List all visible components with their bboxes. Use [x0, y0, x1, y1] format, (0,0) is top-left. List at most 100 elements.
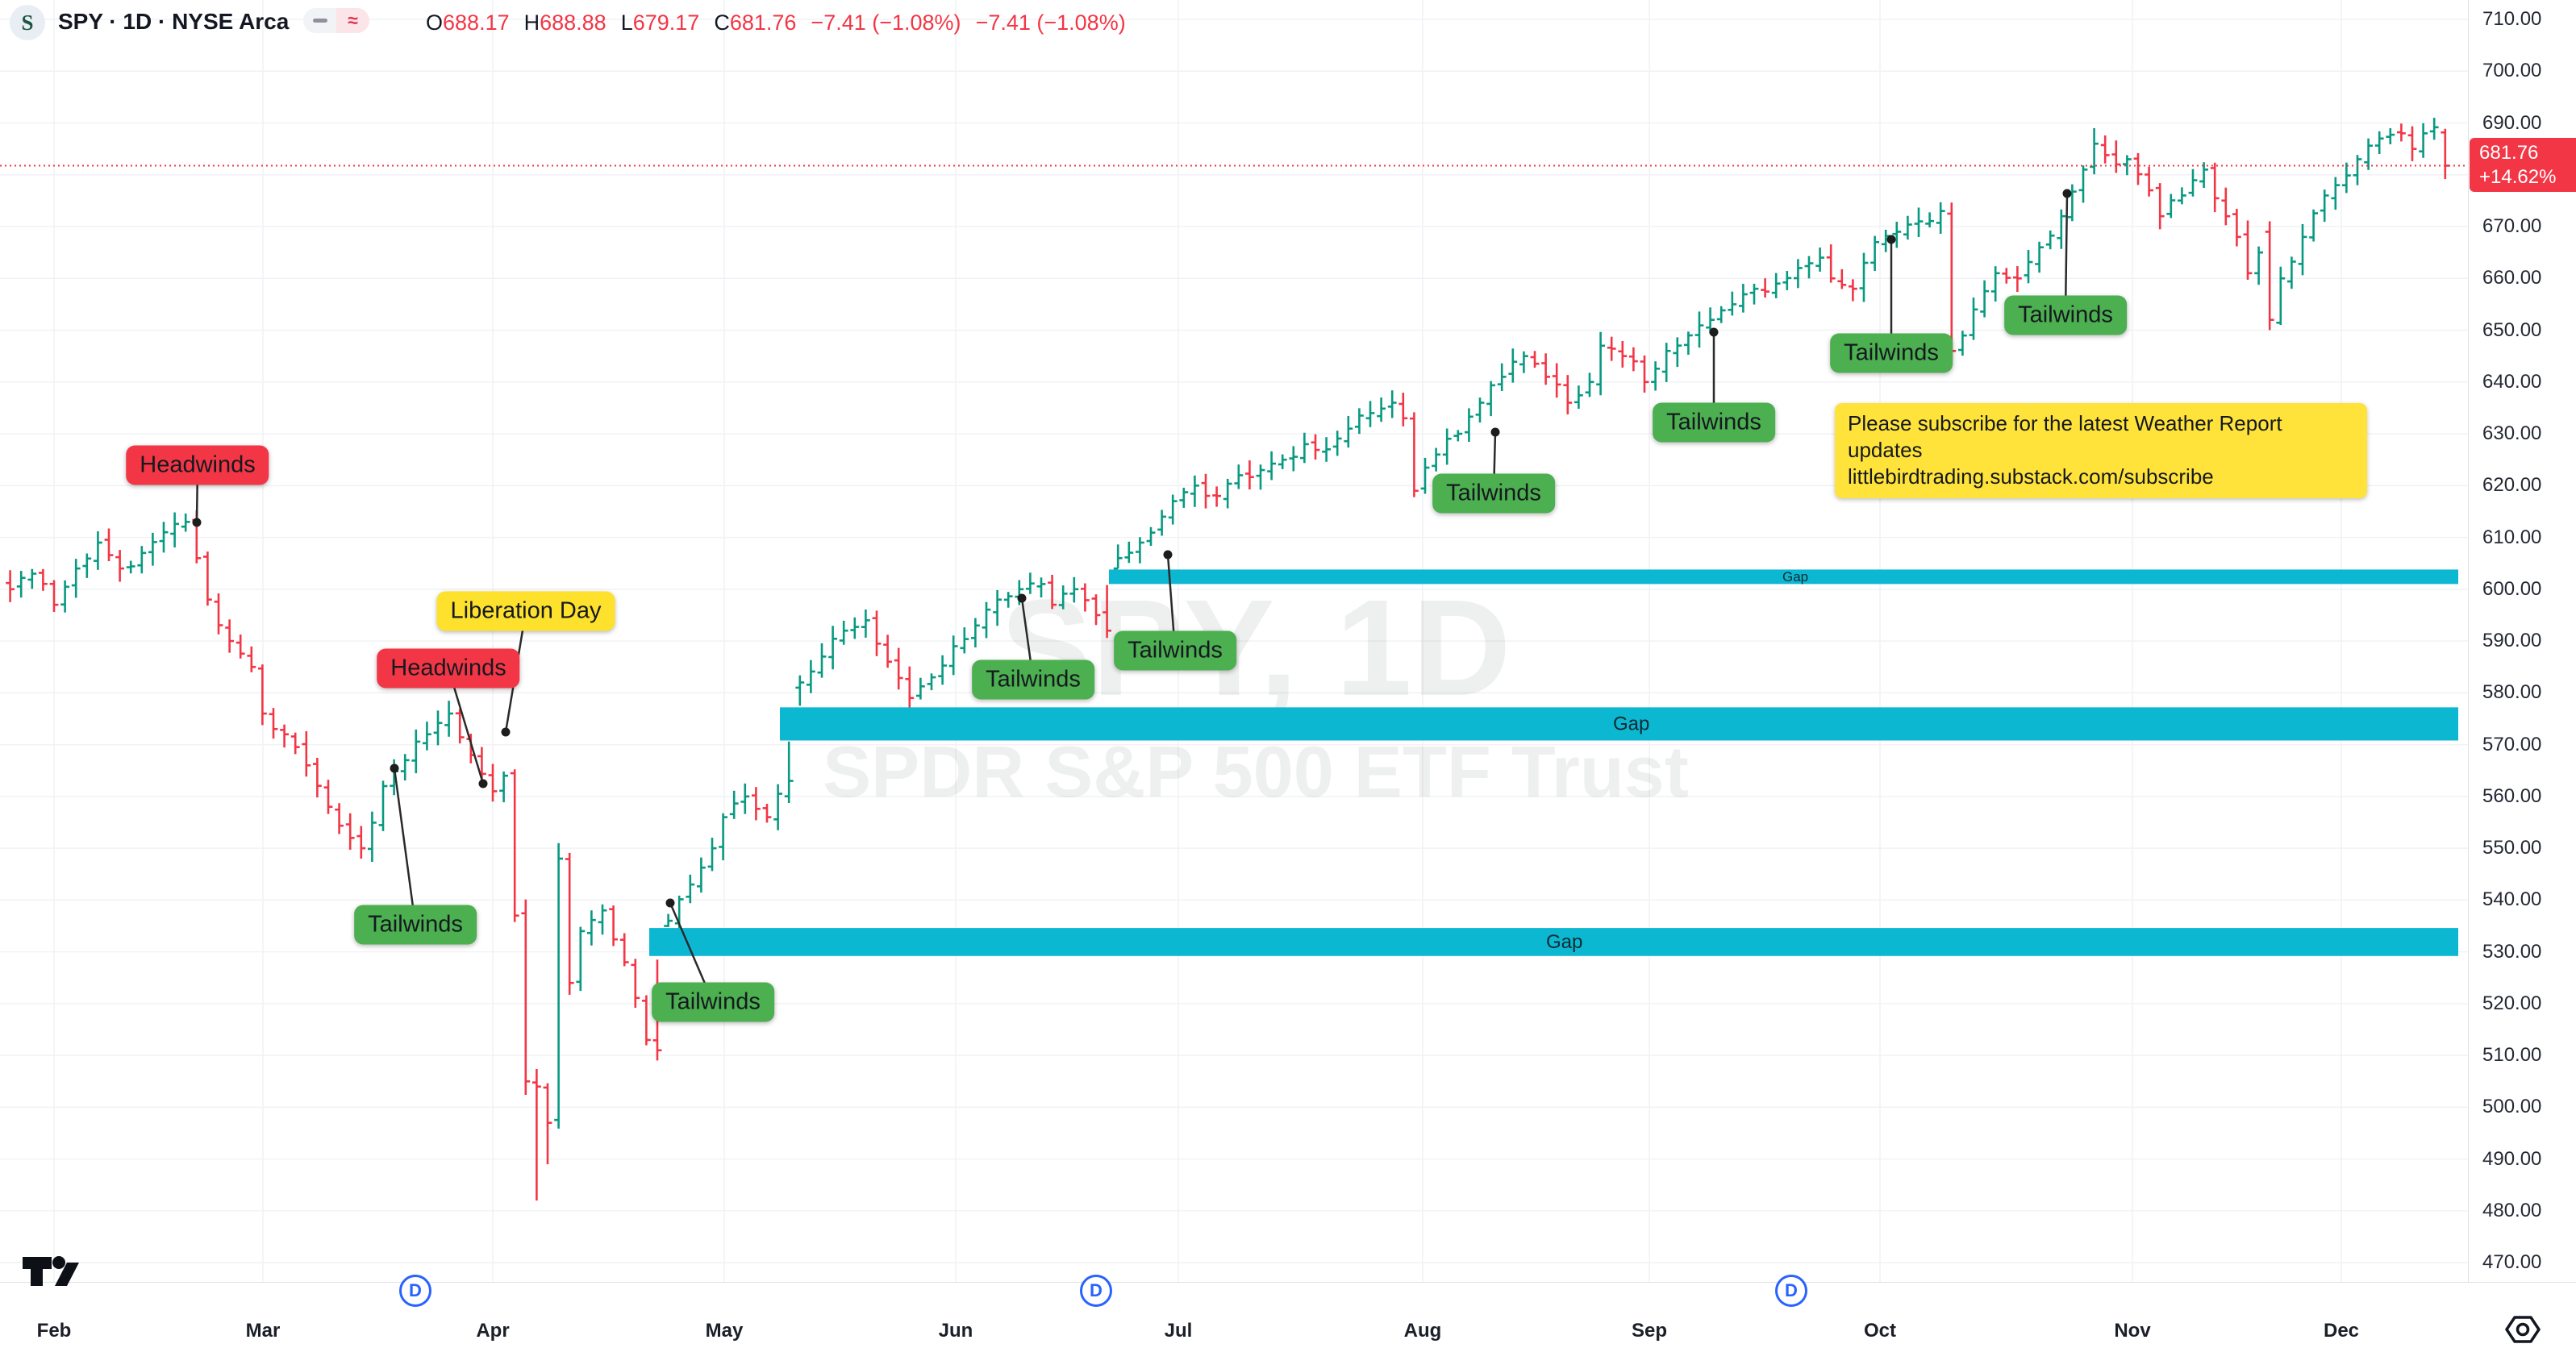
- ohlc-bar: [400, 754, 410, 781]
- ohlc-bar: [664, 913, 673, 927]
- ohlc-bar: [214, 593, 223, 634]
- ohlc-bar: [2265, 221, 2274, 331]
- ohlc-bar: [2178, 187, 2186, 205]
- ohlc-bar: [2199, 162, 2208, 189]
- ohlc-bar: [609, 905, 618, 947]
- annotation-label-tailwinds[interactable]: Tailwinds: [1114, 630, 1236, 671]
- approx-toggle-button[interactable]: ≈: [336, 8, 369, 33]
- ohlc-bar: [2123, 155, 2132, 176]
- month-tick-sep: Sep: [1631, 1320, 1668, 1342]
- ohlc-bar: [368, 811, 377, 863]
- month-tick-feb: Feb: [36, 1320, 72, 1342]
- ohlc-bar: [1914, 207, 1924, 237]
- time-axis[interactable]: Feb Mar Apr May Jun Jul Aug Sep Oct Nov Dec: [0, 1282, 2576, 1347]
- ohlc-bar: [444, 701, 453, 737]
- ohlc-bar: [236, 634, 245, 659]
- dividend-marker[interactable]: D: [1080, 1275, 1112, 1307]
- ohlc-bar: [795, 675, 805, 706]
- ohlc-bar: [1475, 397, 1485, 423]
- ohlc-bar: [1694, 311, 1704, 348]
- ohlc-bar: [2221, 187, 2231, 226]
- ohlc-bar: [1990, 266, 2000, 302]
- annotation-label-tailwinds[interactable]: Tailwinds: [354, 905, 477, 945]
- ohlc-bar: [510, 769, 519, 922]
- bar-style-button[interactable]: [303, 8, 336, 33]
- ohlc-bar: [872, 610, 882, 656]
- tradingview-logo[interactable]: [21, 1251, 81, 1292]
- ohlc-bar: [1453, 430, 1463, 442]
- month-tick-may: May: [705, 1320, 744, 1342]
- annotation-label-tailwinds[interactable]: Tailwinds: [1830, 333, 1953, 373]
- ohlc-bar: [1420, 457, 1430, 494]
- quote-l: L 679.17: [620, 10, 700, 35]
- symbol-title[interactable]: SPY · 1D · NYSE Arca: [58, 9, 290, 34]
- approx-tilde-icon: ≈: [348, 10, 358, 31]
- quote-change: −7.41 (−1.08%): [811, 10, 961, 35]
- ohlc-bar: [642, 995, 651, 1046]
- svg-text:SPY, 1D: SPY, 1D: [1000, 572, 1511, 725]
- ohlc-bar: [335, 803, 344, 834]
- chart-style-toggle[interactable]: ≈: [303, 8, 369, 33]
- bar-style-dash-icon: [312, 19, 327, 23]
- gap-zone[interactable]: [649, 928, 2458, 956]
- ohlc-bar: [1585, 372, 1594, 397]
- annotation-label-tailwinds[interactable]: Tailwinds: [2004, 295, 2127, 335]
- annotation-label-tailwinds[interactable]: Tailwinds: [1653, 402, 1775, 443]
- ohlc-bar: [49, 580, 59, 612]
- gap-zone[interactable]: [1109, 569, 2458, 585]
- symbol-logo[interactable]: S: [10, 5, 45, 40]
- ohlc-bar: [1837, 268, 1847, 289]
- annotation-label-tailwinds[interactable]: Tailwinds: [1432, 473, 1555, 514]
- ohlc-bar: [2287, 256, 2296, 289]
- ohlc-bar: [1640, 355, 1649, 393]
- ohlc-bar: [982, 601, 991, 639]
- ohlc-bar: [1289, 446, 1298, 472]
- ohlc-bar: [543, 1083, 552, 1165]
- subscribe-note[interactable]: Please subscribe for the latest Weather …: [1835, 403, 2367, 498]
- price-axis[interactable]: 681.76 +14.62% 710.00700.00690.00680.006…: [2468, 0, 2576, 1282]
- annotation-label-headwinds[interactable]: Headwinds: [126, 445, 269, 485]
- dividend-marker[interactable]: D: [399, 1275, 431, 1307]
- ohlc-bar: [2024, 250, 2033, 284]
- ohlc-bar: [2254, 246, 2263, 285]
- month-tick-jun: Jun: [938, 1320, 973, 1342]
- ohlc-bar: [1398, 393, 1408, 426]
- gap-zone[interactable]: [780, 707, 2458, 741]
- ohlc-bar: [1465, 408, 1473, 443]
- ohlc-bar: [2441, 128, 2450, 180]
- ohlc-bar: [631, 959, 640, 1008]
- ohlc-bar: [71, 559, 81, 598]
- ohlc-bar: [1739, 283, 1748, 313]
- ohlc-bar: [269, 708, 278, 739]
- ohlc-bar: [1410, 412, 1419, 497]
- axis-settings-icon[interactable]: [2503, 1311, 2542, 1348]
- ohlc-bar: [302, 730, 311, 777]
- ohlc-bar: [2419, 123, 2428, 158]
- ohlc-bar: [181, 513, 190, 532]
- dividend-marker[interactable]: D: [1775, 1275, 1807, 1307]
- ohlc-bar: [719, 813, 727, 861]
- ohlc-bar: [2243, 220, 2253, 281]
- annotation-anchor-dot: [1490, 427, 1500, 437]
- ohlc-bar: [762, 803, 772, 823]
- ohlc-bar: [1574, 385, 1583, 410]
- ohlc-bar: [1432, 447, 1440, 472]
- ohlc-bar: [1069, 576, 1079, 603]
- ohlc-bar: [411, 729, 421, 774]
- ohlc-bar: [82, 553, 92, 578]
- annotation-label-liberation-day[interactable]: Liberation Day: [436, 591, 615, 631]
- annotation-label-headwinds[interactable]: Headwinds: [377, 648, 520, 689]
- annotation-label-tailwinds[interactable]: Tailwinds: [652, 982, 774, 1022]
- price-tick: 490.00: [2482, 1147, 2542, 1170]
- ohlc-bar: [499, 771, 508, 803]
- ohlc-bar: [2155, 183, 2165, 230]
- price-tick: 530.00: [2482, 940, 2542, 963]
- annotation-label-tailwinds[interactable]: Tailwinds: [972, 659, 1094, 700]
- ohlc-bar: [170, 512, 179, 547]
- ohlc-bar: [6, 570, 15, 602]
- ohlc-bar: [1826, 244, 1836, 283]
- ohlc-bar: [126, 560, 135, 574]
- ohlc-bar: [1497, 363, 1507, 391]
- ohlc-bar: [971, 618, 980, 648]
